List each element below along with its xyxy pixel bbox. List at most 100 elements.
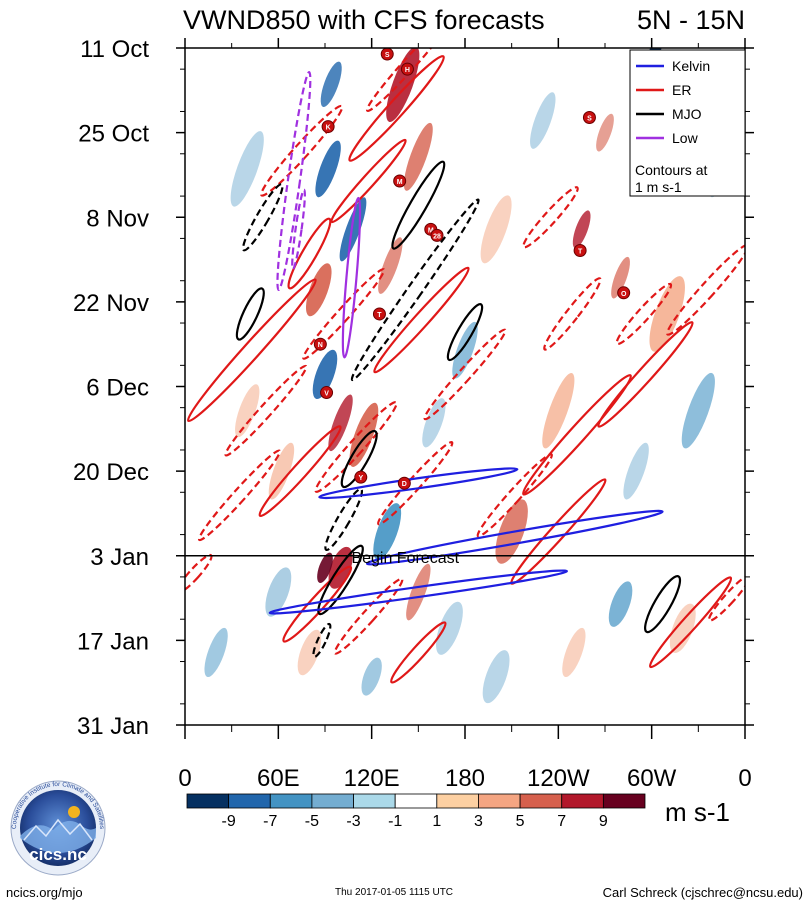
storm-marker-label: V (324, 391, 329, 398)
contour-er (302, 268, 386, 360)
anomaly-patch (649, 276, 685, 352)
y-tick-label: 25 Oct (78, 121, 149, 148)
storm-marker-circle (582, 111, 596, 125)
colorbar-label: -5 (305, 813, 319, 830)
legend: Kelvin ER MJO Low Contours at 1 m s-1 (629, 49, 746, 197)
contour-er (348, 55, 445, 162)
anomaly-patch (623, 442, 649, 500)
anomaly-patch (320, 61, 342, 107)
contour-er (260, 104, 344, 197)
contour-er (666, 243, 745, 336)
storm-marker: S (582, 111, 596, 125)
storm-marker-circle (320, 386, 334, 400)
anomaly-patch (378, 237, 403, 294)
storm-marker-circle (400, 62, 414, 76)
contour-kelvin (365, 509, 664, 566)
anomaly-patch (312, 349, 338, 400)
anomaly-patch (542, 372, 575, 449)
storm-marker: T (573, 243, 587, 257)
contour-mjo (350, 198, 480, 382)
x-tick-label: 0 (178, 765, 191, 792)
contour-er (287, 217, 332, 290)
storm-marker: O (617, 286, 631, 300)
contour-er (597, 321, 694, 428)
contour-er (648, 576, 733, 669)
anomaly-patch (317, 552, 333, 584)
anomaly-patch (403, 122, 433, 191)
contour-mjo (317, 544, 364, 616)
contour-er (258, 425, 342, 518)
storm-marker-label: H (405, 67, 410, 74)
storm-marker: D (397, 476, 411, 490)
y-tick-label: 20 Dec (73, 459, 149, 486)
footer-url: ncics.org/mjo (6, 885, 83, 900)
y-tick-label: 22 Nov (73, 290, 149, 317)
contour-er (543, 277, 602, 351)
legend-note-line1: Contours at (635, 162, 707, 178)
colorbar-swatch (186, 793, 230, 809)
storm-marker: 28 (430, 228, 444, 242)
storm-marker-circle (573, 243, 587, 257)
contour-er (707, 574, 745, 622)
anomaly-patch (204, 627, 228, 678)
contour-mjo (391, 160, 446, 250)
colorbar-label: -9 (222, 813, 236, 830)
storm-marker-circle (313, 337, 327, 351)
x-tick-label: 0 (738, 765, 751, 792)
anomaly-patch (480, 195, 512, 264)
storm-marker: N (313, 337, 327, 351)
storm-marker-circle (393, 174, 407, 188)
storm-marker-label: O (621, 291, 627, 298)
anomaly-patch (596, 113, 614, 152)
contour-mjo (312, 622, 332, 658)
storm-marker-label: M (397, 179, 403, 186)
contour-er (522, 186, 579, 249)
colorbar-unit: m s-1 (665, 797, 730, 827)
storm-marker-label: S (385, 52, 390, 59)
contour-mjo (324, 487, 364, 552)
forecast-label: Begin Forecast (351, 550, 459, 567)
anomaly-patch (608, 581, 633, 627)
colorbar-swatch (519, 793, 563, 809)
contour-er (330, 138, 407, 224)
colorbar: -9 -7 -5 -3 -1 1 3 5 7 9 (186, 793, 646, 830)
colorbar-label: 1 (432, 813, 441, 830)
contour-er (476, 453, 553, 538)
y-tick-label: 17 Jan (77, 628, 149, 655)
legend-label: MJO (672, 106, 702, 122)
colorbar-label: 3 (474, 813, 483, 830)
colorbar-swatch (394, 793, 438, 809)
contour-er (197, 449, 281, 542)
legend-label: ER (672, 82, 691, 98)
colorbar-label: 9 (599, 813, 608, 830)
colorbar-swatch (561, 793, 604, 809)
colorbar-swatch (228, 793, 271, 809)
chart-title: VWND850 with CFS forecasts (183, 5, 545, 35)
x-tick-label: 60W (627, 765, 677, 792)
storm-marker: T (372, 307, 386, 321)
storm-marker-label: K (326, 125, 331, 132)
contour-er (390, 621, 447, 684)
y-tick-label: 8 Nov (86, 205, 149, 232)
storm-marker-label: D (402, 481, 407, 488)
storm-marker-circle (372, 307, 386, 321)
storm-marker-label: 28 (433, 233, 441, 240)
wave-contours (185, 48, 745, 684)
axes: 11 Oct 25 Oct 8 Nov 22 Nov 6 Dec 20 Dec 3 Jan 1… (73, 36, 754, 792)
x-tick-label: 120E (344, 765, 400, 792)
chart-region: 5N - 15N (637, 5, 745, 35)
colorbar-swatch (602, 793, 646, 809)
contour-er (224, 364, 308, 457)
anomaly-patch (315, 140, 341, 198)
contour-low (341, 196, 362, 359)
contour-er (333, 577, 404, 655)
colorbar-swatch (436, 793, 479, 809)
x-tick-label: 120W (527, 765, 590, 792)
y-tick-label: 31 Jan (77, 713, 149, 740)
contour-er (186, 278, 317, 423)
storm-marker-circle (617, 286, 631, 300)
colorbar-label: -7 (263, 813, 277, 830)
storm-marker-label: T (578, 248, 583, 255)
storm-marker-circle (354, 470, 368, 484)
